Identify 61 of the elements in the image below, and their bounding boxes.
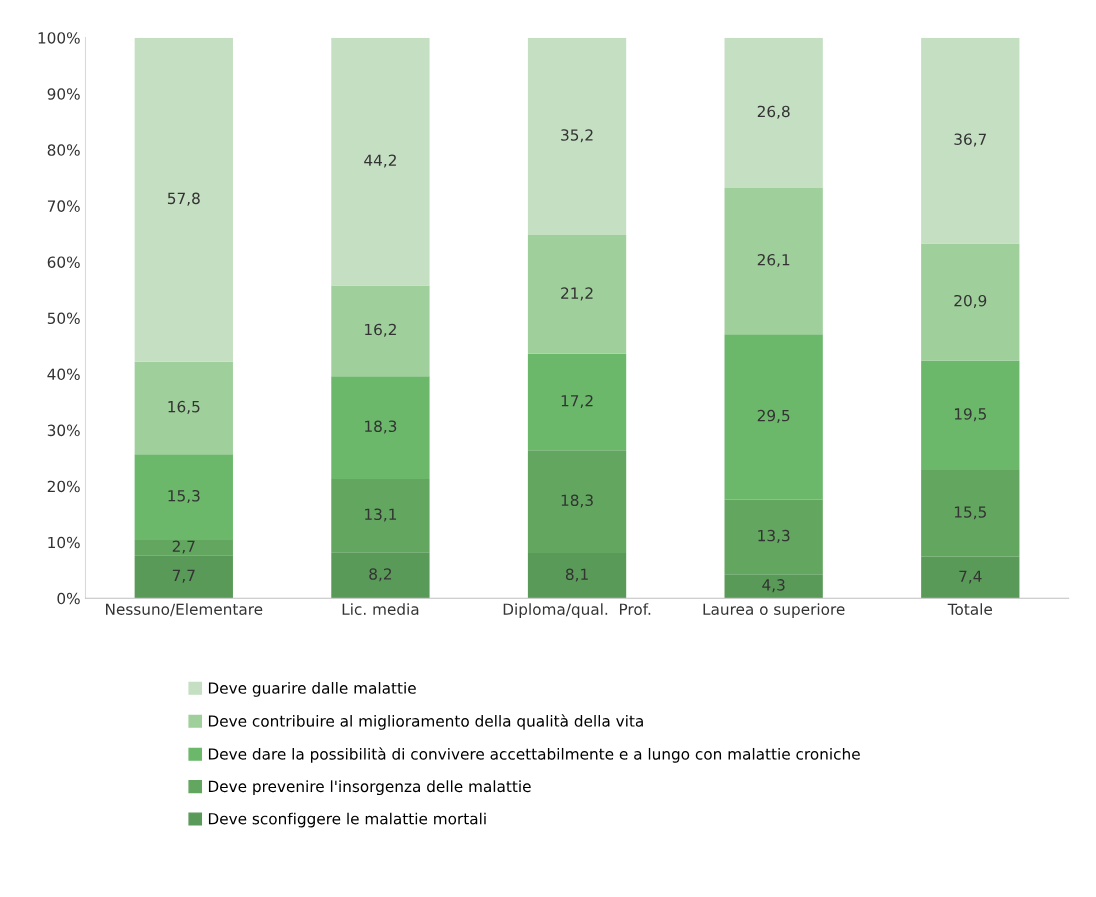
x-tick-label: Laurea o superiore xyxy=(703,603,845,618)
bar xyxy=(921,243,1020,361)
y-tick-label: 100% xyxy=(38,32,80,44)
bar xyxy=(331,285,430,377)
data-label: 7,7 xyxy=(172,569,195,583)
data-label: 4,3 xyxy=(762,579,785,593)
data-label: 26,8 xyxy=(757,105,790,119)
data-label: 44,2 xyxy=(364,154,396,168)
data-label: 35,2 xyxy=(561,129,593,143)
data-label: 19,5 xyxy=(954,408,986,422)
data-label: 29,5 xyxy=(757,409,790,423)
bar xyxy=(921,37,1020,244)
data-label: 26,1 xyxy=(757,253,790,268)
legend-label: Deve prevenire l'insorgenza delle malattie xyxy=(208,780,531,796)
bar xyxy=(331,37,430,286)
bar xyxy=(134,361,233,455)
x-tick-label: Nessuno/Elementare xyxy=(106,603,263,617)
bar xyxy=(724,37,823,188)
y-tick-label: 40% xyxy=(47,368,80,381)
data-label: 18,3 xyxy=(365,420,397,434)
y-tick-label: 80% xyxy=(47,144,80,156)
data-label: 13,3 xyxy=(758,529,790,543)
data-label: 36,7 xyxy=(954,133,986,147)
bar xyxy=(134,454,233,540)
bar xyxy=(527,353,627,451)
data-label: 8,1 xyxy=(565,568,588,582)
data-label: 15,3 xyxy=(168,489,200,504)
y-tick-label: 70% xyxy=(47,200,80,212)
y-tick-label: 20% xyxy=(47,480,80,493)
data-label: 18,3 xyxy=(561,494,593,508)
bar xyxy=(921,360,1020,470)
data-label: 8,2 xyxy=(369,568,392,582)
data-label: 57,8 xyxy=(167,192,200,206)
data-label: 15,5 xyxy=(954,506,986,520)
data-label: 2,7 xyxy=(172,540,195,554)
x-tick-label: Lic. media xyxy=(342,603,419,615)
bar xyxy=(527,37,627,236)
data-label: 7,4 xyxy=(959,570,982,584)
data-label: 13,1 xyxy=(365,508,397,522)
bar xyxy=(724,187,823,335)
data-label: 21,2 xyxy=(561,287,593,301)
data-label: 17,2 xyxy=(561,394,593,409)
y-tick-label: 0% xyxy=(57,592,80,605)
legend-label: Deve contribuire al miglioramento della qualità della vita xyxy=(208,714,643,730)
x-tick-label: Diploma/qual. Prof. xyxy=(503,603,651,618)
y-tick-label: 50% xyxy=(47,312,80,325)
data-label: 16,2 xyxy=(365,323,396,337)
y-tick-label: 60% xyxy=(47,256,80,268)
bar xyxy=(134,37,233,362)
x-tick-label: Totale xyxy=(947,603,993,615)
legend-label: Deve sconfiggere le malattie mortali xyxy=(208,812,486,828)
y-tick-label: 90% xyxy=(47,88,80,100)
bar xyxy=(331,376,430,479)
legend-label: Deve guarire dalle malattie xyxy=(208,682,416,697)
data-label: 20,9 xyxy=(954,294,987,308)
data-label: 16,5 xyxy=(168,400,200,414)
legend-label: Deve dare la possibilità di convivere accettabilmente e a lungo con malattie croniche xyxy=(208,747,860,763)
bar xyxy=(724,334,823,500)
bar xyxy=(527,235,627,354)
y-tick-label: 30% xyxy=(47,424,80,437)
y-tick-label: 10% xyxy=(48,536,80,549)
